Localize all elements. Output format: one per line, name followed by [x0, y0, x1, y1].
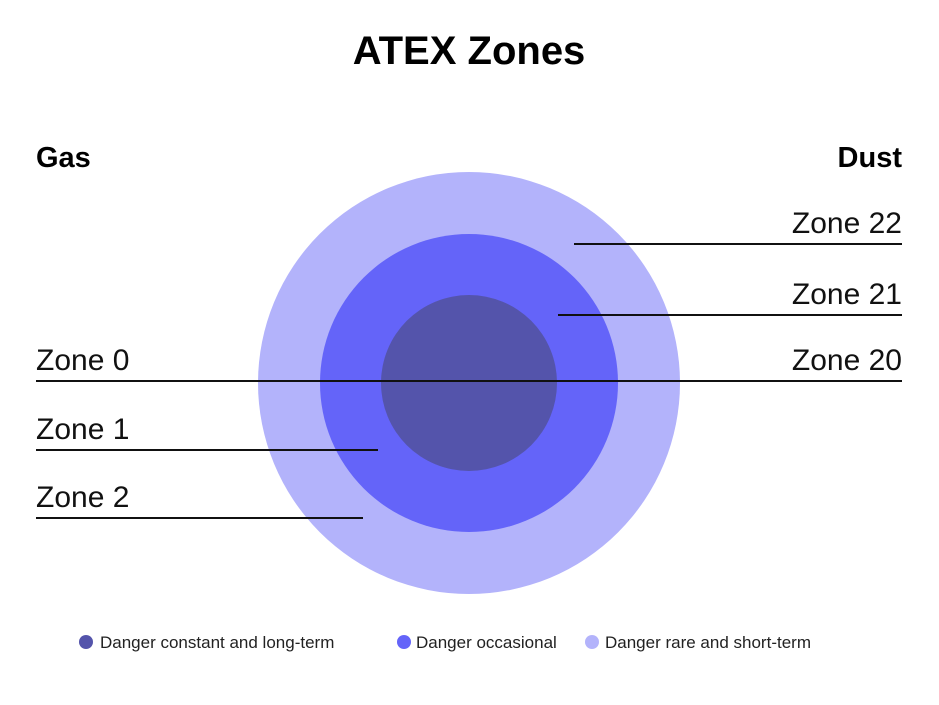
legend-label: Danger occasional: [416, 633, 557, 652]
title: ATEX Zones: [353, 29, 586, 73]
zone-label: Zone 2: [36, 481, 129, 514]
legend-dot: [397, 635, 411, 649]
zone-label: Zone 0: [36, 344, 129, 377]
legend-dot: [79, 635, 93, 649]
dust-heading: Dust: [838, 142, 903, 174]
legend-dot: [585, 635, 599, 649]
gas-heading: Gas: [36, 142, 91, 174]
inner-zone: [381, 295, 557, 471]
legend-label: Danger rare and short-term: [605, 633, 811, 652]
legend-label: Danger constant and long-term: [100, 633, 334, 652]
zone-label: Zone 21: [792, 278, 902, 311]
zone-label: Zone 1: [36, 413, 129, 446]
zone-label: Zone 20: [792, 344, 902, 377]
zone-label: Zone 22: [792, 207, 902, 240]
